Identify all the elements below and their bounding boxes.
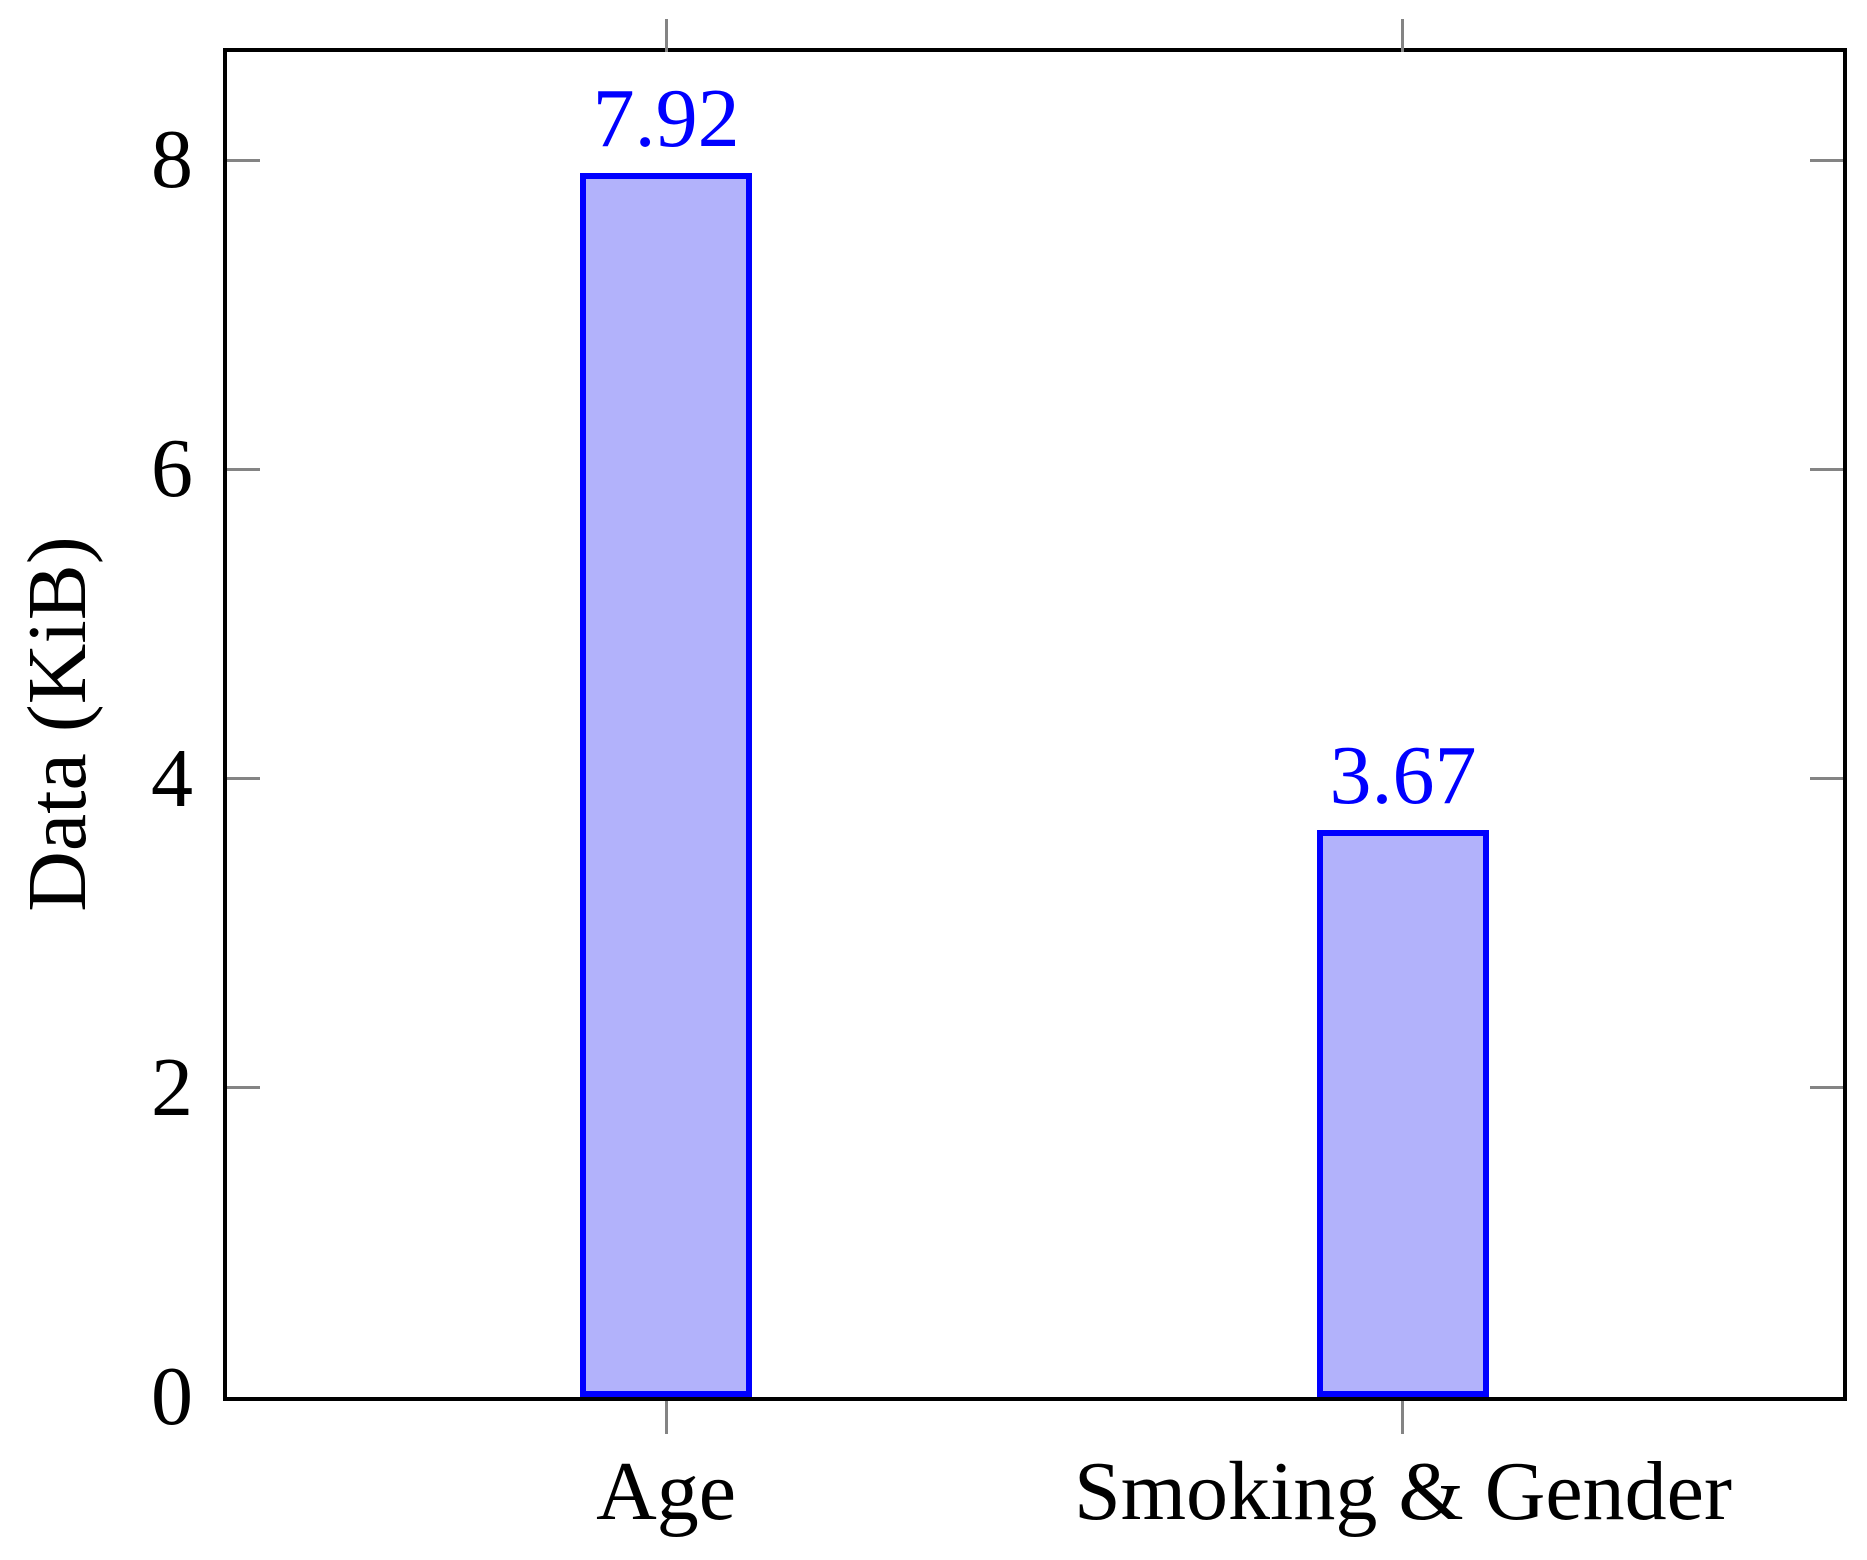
y-tick-label: 0 [151,1350,193,1443]
y-tick-mark-right [1810,777,1843,781]
x-tick-mark-bottom [664,1401,668,1434]
x-tick-mark-top [1401,19,1405,52]
y-tick-mark-left [227,777,260,781]
x-tick-mark-bottom [1401,1401,1405,1434]
y-tick-label: 8 [151,113,193,207]
y-tick-mark-right [1810,158,1843,162]
y-tick-mark-left [227,158,260,162]
plot-area [223,48,1847,1401]
bar-smoking-gender [1316,829,1489,1397]
bar-value-label-smoking-gender: 3.67 [1329,728,1477,822]
x-tick-label-age: Age [596,1445,737,1538]
y-tick-label: 2 [151,1040,193,1134]
x-tick-label-smoking-gender: Smoking & Gender [1073,1445,1732,1538]
y-tick-mark-right [1810,1086,1843,1090]
y-tick-mark-right [1810,467,1843,471]
y-axis-title: Data (KiB) [11,536,104,912]
y-tick-label: 6 [151,422,193,516]
y-tick-mark-left [227,1086,260,1090]
x-tick-mark-top [664,19,668,52]
bar-value-label-age: 7.92 [592,71,740,165]
y-tick-mark-left [227,467,260,471]
bar-age [580,172,753,1397]
y-tick-label: 4 [151,731,193,825]
